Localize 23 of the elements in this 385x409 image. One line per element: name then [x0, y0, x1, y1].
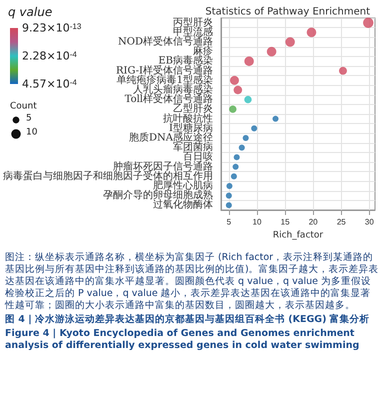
- x-axis-title: Rich_factor: [272, 230, 324, 240]
- y-tick-label: 肿瘤坏死因子信号通路: [113, 160, 213, 172]
- y-tick-label: 肥厚性心肌病: [153, 180, 213, 192]
- x-tick-label: 30: [364, 218, 374, 226]
- x-tick-label: 10: [252, 218, 262, 226]
- y-tick-label: I型糖尿病: [169, 122, 213, 134]
- caption: Figure 4 | Kyoto Encyclopedia of Genes and Genomes enrichment analysis of differentially expressed genes in cold water swimming: [5, 328, 360, 352]
- y-tick-label: 丙型肝炎: [173, 16, 213, 28]
- chart-title: Statistics of Pathway Enrichment: [205, 6, 370, 18]
- text: 图注：纵坐标表示通路名称，横坐标为富集因子 (Rich factor，表示注释到某通路的基因比例与所有基因中注释到该通路的基因比例的比值)。富集因子越大，表示差异表达基因在该通路中的富集水平越显著。圆圈颜色代表 q value，q value 为多重假设检验校正之后的 P value，q value 越小，表示差异表达基因在该通路中的富集显著性越可靠；圆圈的大小表示通路中富集的基因数目，圆圈越大，表示基因越多。: [5, 252, 380, 312]
- y-tick-label: 抗叶酸抗性: [163, 112, 213, 124]
- x-tick-label: 20: [308, 218, 318, 226]
- x-tick-label: 5: [226, 218, 232, 226]
- y-tick-label: 病毒蛋白与细胞因子和细胞因子受体的相互作用: [3, 170, 213, 182]
- legend-label: 5: [26, 114, 32, 124]
- caption: 图 4 | 冷水游泳运动差异表达基因的京都基因与基因组百科全书 (KEGG) 富集分析: [5, 314, 371, 326]
- legend-title: Count: [10, 102, 38, 112]
- y-tick-label: 过氧化物酶体: [153, 198, 213, 211]
- x-tick-label: 25: [336, 218, 346, 226]
- color-bar-title: q value: [8, 5, 52, 19]
- x-tick-label: 15: [280, 218, 290, 226]
- y-tick-label: 甲型流感: [173, 26, 213, 38]
- legend-label: 10: [26, 128, 38, 138]
